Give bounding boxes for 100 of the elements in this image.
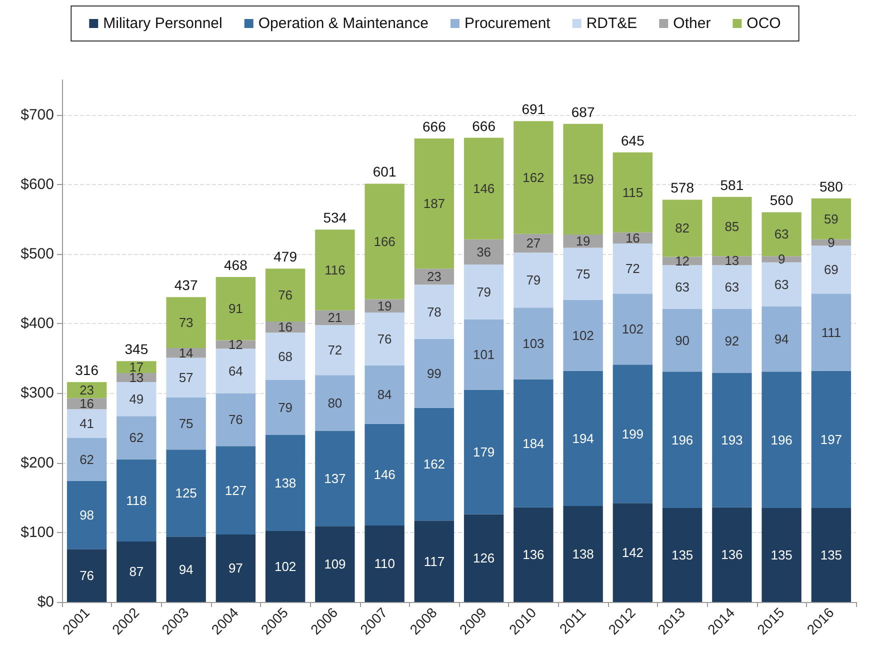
bar: [612, 503, 653, 602]
data-label: 76: [377, 331, 392, 346]
data-label: 196: [671, 432, 694, 448]
data-label: 76: [228, 412, 243, 428]
bar: [811, 246, 852, 294]
data-label: 62: [80, 452, 94, 467]
bar: [612, 152, 653, 232]
data-label: 184: [522, 436, 544, 451]
total-label: 578: [670, 180, 694, 196]
data-label: 63: [724, 280, 740, 295]
data-label: 87: [129, 564, 144, 580]
bar: [811, 198, 852, 240]
bar: [712, 507, 752, 602]
data-label: 142: [622, 545, 644, 560]
bar: [612, 294, 653, 365]
bar: [514, 121, 554, 234]
legend-label: Procurement: [464, 15, 552, 32]
data-label: 49: [129, 392, 144, 407]
data-label: 194: [572, 430, 594, 446]
bar: [662, 372, 702, 508]
bar: [315, 526, 355, 602]
total-label: 437: [174, 277, 198, 294]
legend-label: RDT&E: [586, 15, 638, 32]
data-label: 162: [423, 456, 446, 472]
data-label: 72: [328, 342, 342, 358]
data-label: 127: [224, 482, 247, 498]
data-label: 116: [324, 262, 346, 278]
bar: [514, 308, 554, 380]
data-label: 125: [175, 486, 197, 501]
data-label: 102: [274, 559, 296, 574]
data-label: 13: [129, 370, 144, 386]
data-label: 92: [724, 334, 740, 348]
bar: [265, 268, 306, 322]
data-label: 79: [278, 400, 293, 415]
total-label: 580: [820, 178, 844, 194]
bar: [514, 379, 554, 508]
bar: [116, 382, 156, 416]
bar: [216, 276, 256, 340]
bar: [116, 361, 156, 374]
bar: [315, 375, 355, 431]
bar: [464, 514, 504, 602]
bar: [563, 248, 603, 300]
total-label: 479: [274, 248, 298, 265]
bar: [116, 541, 156, 602]
data-label: 80: [328, 395, 342, 410]
data-label: 196: [770, 432, 792, 448]
data-label: 63: [774, 226, 789, 242]
bar: [414, 338, 454, 408]
bar: [612, 244, 653, 294]
bar: [364, 365, 404, 424]
bar: [762, 372, 802, 508]
bar: [414, 520, 454, 602]
data-label: 41: [80, 416, 94, 431]
data-label: 110: [374, 556, 395, 572]
bar: [265, 531, 306, 602]
bar: [662, 308, 702, 372]
data-label: 117: [424, 554, 445, 569]
bar: [414, 138, 454, 269]
data-label: 63: [774, 276, 789, 292]
data-label: 136: [721, 547, 743, 562]
data-label: 90: [675, 332, 690, 348]
data-label: 27: [526, 236, 541, 251]
bar: [265, 434, 306, 532]
data-label: 193: [721, 432, 743, 448]
data-label: 197: [820, 432, 842, 447]
data-label: 102: [572, 328, 594, 343]
data-label: 14: [178, 345, 194, 360]
data-label: 69: [824, 262, 838, 278]
bar: [712, 308, 752, 374]
data-label: 102: [622, 322, 644, 337]
data-label: 85: [724, 219, 740, 234]
data-label: 162: [522, 170, 544, 185]
data-label: 111: [821, 324, 842, 340]
bar: [662, 200, 702, 257]
bar: [414, 408, 454, 521]
bar: [762, 262, 802, 306]
bar: [514, 252, 554, 308]
data-label: 199: [622, 426, 644, 442]
bar: [464, 390, 504, 514]
data-label: 75: [178, 416, 194, 431]
data-label: 36: [476, 244, 492, 260]
data-label: 19: [377, 298, 392, 314]
bar: [166, 450, 206, 537]
total-label: 581: [720, 176, 744, 193]
data-label: 23: [80, 382, 94, 398]
total-label: 666: [422, 118, 446, 134]
bar: [166, 536, 206, 602]
total-label: 691: [522, 101, 546, 118]
data-label: 99: [426, 366, 442, 381]
data-label: 136: [522, 547, 544, 562]
data-label: 75: [576, 266, 590, 282]
bar: [414, 284, 454, 339]
data-label: 13: [724, 253, 740, 268]
bar: [116, 459, 156, 542]
data-label: 159: [572, 172, 594, 187]
data-label: 21: [328, 310, 342, 326]
data-label: 62: [129, 430, 144, 446]
bar: [662, 265, 702, 309]
total-label: 601: [372, 164, 396, 180]
legend-label: Other: [673, 15, 711, 32]
